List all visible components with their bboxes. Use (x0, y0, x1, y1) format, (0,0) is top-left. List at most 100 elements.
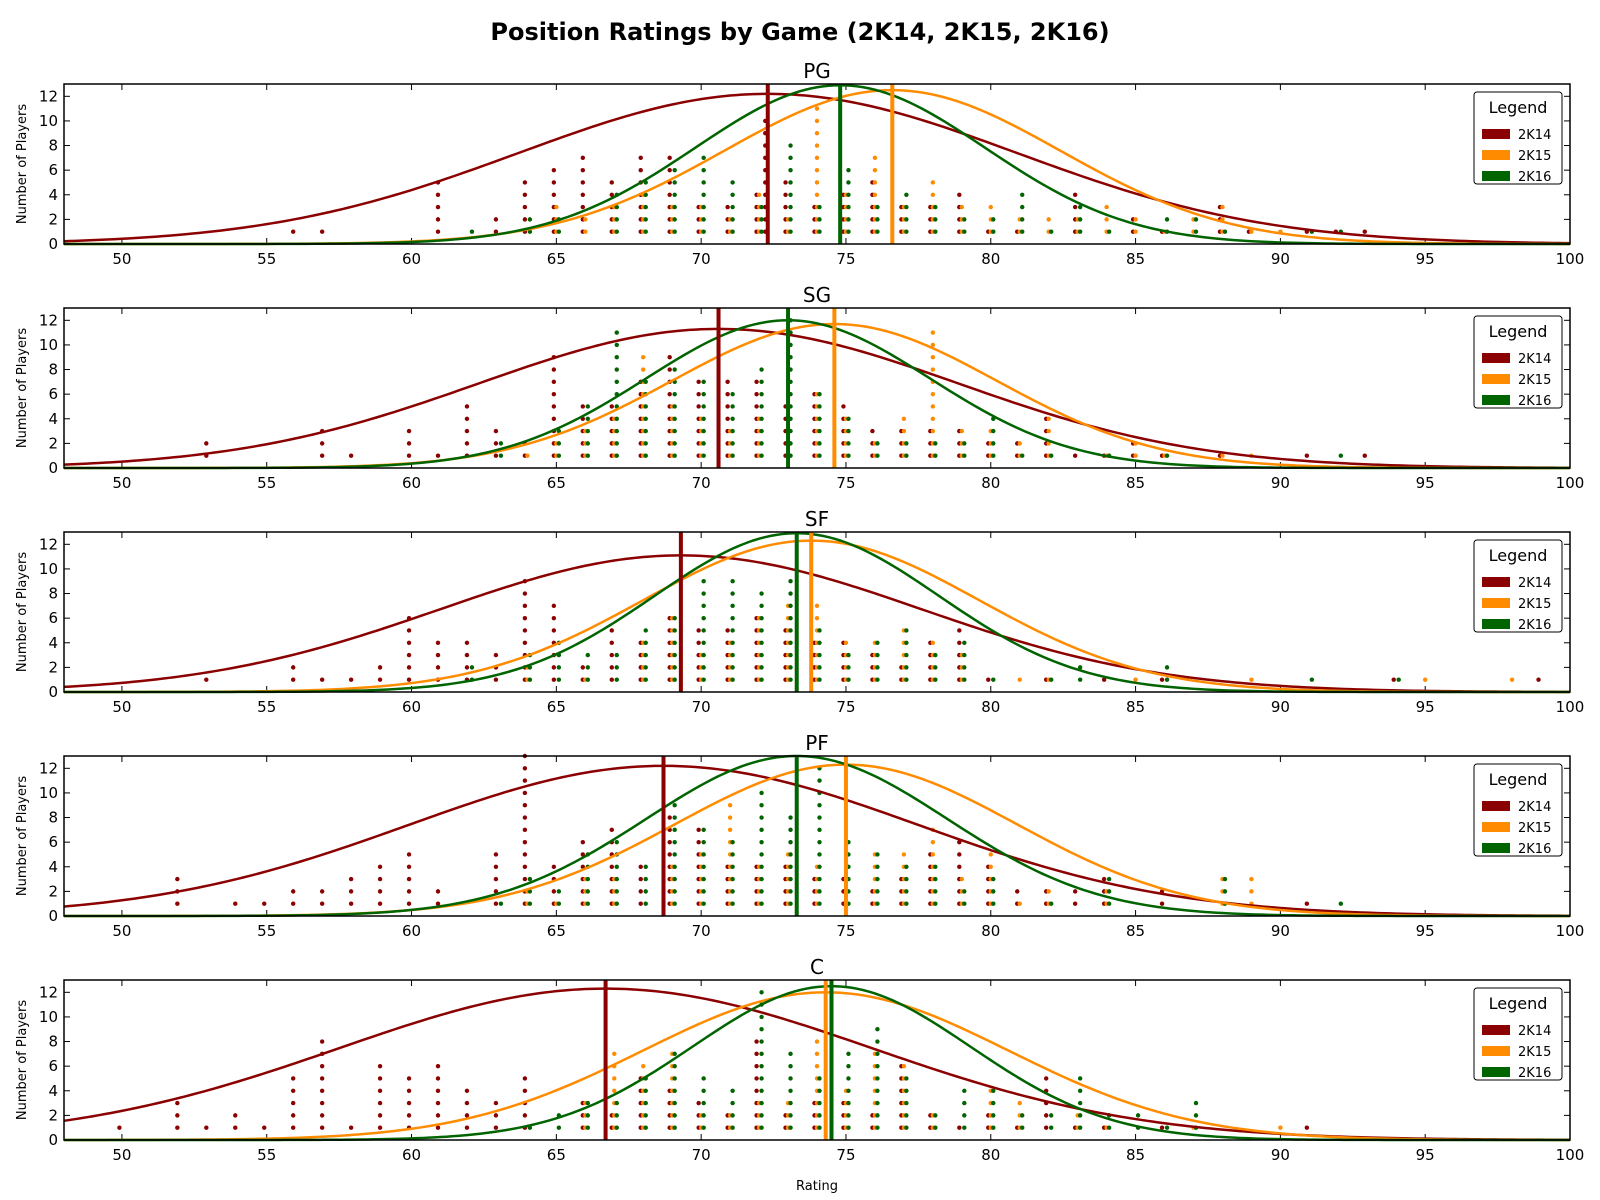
data-point-sg-2k14 (667, 391, 672, 397)
data-point-sg-2k14 (754, 404, 759, 409)
data-point-sf-2k16 (904, 677, 909, 682)
data-point-sf-2k16 (759, 665, 764, 670)
data-point-sf-2k16 (1077, 677, 1083, 682)
data-point-pf-2k14 (522, 839, 528, 845)
data-point-sg-2k16 (730, 391, 735, 397)
legend-box (1473, 763, 1563, 857)
data-point-sg-2k16 (817, 428, 822, 434)
data-point-sg-2k14 (725, 416, 730, 421)
y-tick-label: 4 (48, 1082, 58, 1100)
axes-frame-pf (63, 755, 1571, 917)
y-tick-label: 2 (48, 882, 58, 900)
data-point-c-2k14 (464, 1088, 470, 1093)
data-point-pf-2k14 (377, 876, 383, 882)
data-point-c-2k14 (319, 1076, 325, 1081)
data-point-sf-2k16 (817, 640, 822, 645)
data-point-sg-2k16 (643, 416, 648, 421)
data-point-pg-2k15 (1104, 217, 1109, 222)
data-point-sf-2k16 (643, 640, 648, 645)
data-point-pg-2k14 (957, 192, 962, 197)
legend-label-2k14: 2K14 (1518, 576, 1551, 591)
data-point-pg-2k15 (988, 204, 993, 210)
data-point-pf-2k16 (788, 864, 793, 869)
data-point-sf-2k16 (962, 640, 967, 645)
legend-swatch-2k16 (1482, 843, 1510, 853)
legend-swatch-2k15 (1482, 1046, 1510, 1056)
data-point-c-2k16 (701, 1076, 706, 1081)
data-point-pg-2k16 (701, 217, 706, 222)
data-point-c-2k16 (846, 1088, 851, 1093)
data-point-pg-2k14 (551, 167, 557, 173)
data-point-sf-2k15 (1249, 677, 1254, 682)
legend-label-2k15: 2K15 (1518, 597, 1551, 612)
data-point-c-2k14 (522, 1076, 528, 1081)
data-point-sg-2k16 (1020, 453, 1025, 458)
data-point-pg-2k15 (814, 143, 820, 148)
x-tick-label: 55 (257, 474, 276, 492)
legend-label-2k16: 2K16 (1518, 842, 1551, 857)
data-point-sf-2k16 (672, 677, 677, 682)
data-point-pf-2k16 (788, 815, 793, 820)
data-point-sg-2k14 (319, 453, 325, 458)
data-point-c-2k14 (406, 1100, 412, 1106)
data-point-pg-2k16 (672, 229, 677, 234)
data-point-sg-2k14 (696, 391, 701, 397)
data-point-pg-2k14 (580, 180, 586, 185)
legend-label-2k14: 2K14 (1518, 800, 1551, 815)
data-point-c-2k16 (788, 1100, 793, 1106)
data-point-pf-2k16 (614, 876, 619, 882)
data-point-pg-2k15 (930, 180, 936, 185)
data-point-sf-2k16 (643, 677, 648, 682)
data-point-pf-2k16 (730, 889, 735, 894)
data-point-pg-2k15 (756, 192, 762, 197)
data-point-sg-2k15 (930, 355, 936, 360)
data-point-sg-2k15 (1017, 441, 1022, 446)
data-point-sf-2k16 (759, 591, 764, 596)
data-point-pf-2k14 (551, 889, 557, 894)
data-point-sg-2k14 (580, 404, 586, 409)
legend-box (1473, 987, 1563, 1081)
data-point-sf-2k16 (730, 677, 735, 682)
data-point-pg-2k16 (846, 229, 851, 234)
data-point-c-2k14 (754, 1076, 759, 1081)
data-point-pg-2k16 (1077, 229, 1083, 234)
data-point-sf-2k15 (1422, 677, 1428, 682)
data-point-c-2k14 (1159, 1125, 1165, 1130)
data-point-sf-2k16 (556, 677, 562, 682)
legend-swatch-2k15 (1482, 822, 1510, 832)
legend-label-2k16: 2K16 (1518, 394, 1551, 409)
panel-title-pg: PG (803, 59, 831, 83)
data-point-c-2k14 (754, 1039, 759, 1044)
data-point-pf-2k14 (319, 901, 325, 906)
data-point-c-2k16 (904, 1088, 909, 1093)
data-point-sg-2k16 (1164, 453, 1170, 458)
data-point-sf-2k16 (933, 652, 938, 658)
x-tick-label: 65 (547, 922, 566, 940)
data-point-pf-2k14 (233, 901, 238, 906)
x-tick-label: 70 (692, 698, 711, 716)
data-point-pf-2k16 (527, 876, 533, 882)
data-point-pf-2k16 (1338, 901, 1344, 906)
data-point-c-2k14 (1043, 1113, 1049, 1118)
data-point-sf-2k16 (846, 665, 851, 670)
data-point-pg-2k16 (788, 192, 793, 197)
data-point-c-2k14 (493, 1125, 499, 1130)
data-point-pg-2k16 (614, 204, 619, 210)
data-point-c-2k16 (962, 1088, 967, 1093)
legend-box (1473, 315, 1563, 409)
x-tick-label: 65 (547, 1146, 566, 1164)
data-point-pf-2k15 (930, 852, 936, 857)
data-point-pf-2k16 (788, 876, 793, 882)
data-point-pg-2k16 (788, 204, 793, 210)
data-point-pg-2k16 (701, 180, 706, 185)
data-point-pf-2k16 (672, 876, 677, 882)
data-point-c-2k14 (957, 1125, 962, 1130)
data-point-sg-2k14 (696, 404, 701, 409)
panel-title-sf: SF (805, 507, 829, 531)
y-tick-label: 8 (48, 1033, 58, 1051)
legend-label-2k16: 2K16 (1518, 618, 1551, 633)
data-point-sg-2k15 (901, 428, 907, 434)
data-point-pf-2k14 (522, 766, 528, 771)
data-point-c-2k16 (1048, 1113, 1054, 1118)
data-point-pg-2k16 (643, 192, 648, 197)
